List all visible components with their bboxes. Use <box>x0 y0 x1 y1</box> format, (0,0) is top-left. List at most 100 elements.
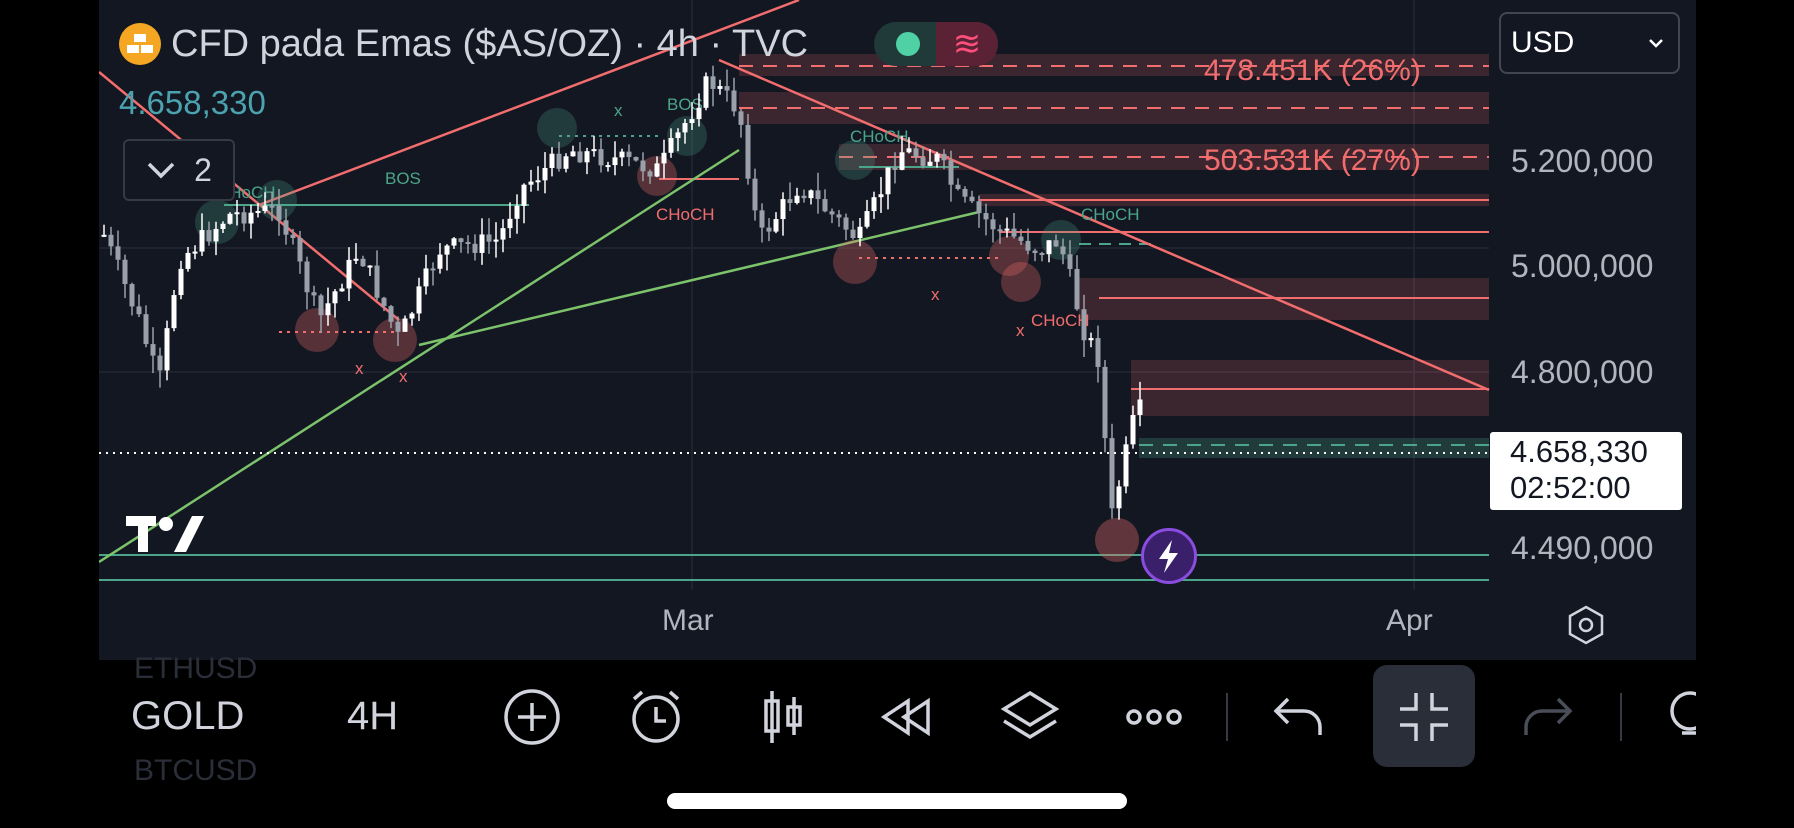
more-icon[interactable] <box>1124 687 1184 747</box>
candle-body <box>1004 228 1010 231</box>
structure-label-11: x <box>1016 321 1025 340</box>
symbol-button[interactable]: GOLD <box>131 694 245 738</box>
candle-body <box>514 205 520 219</box>
structure-label-4: CHoCH <box>656 205 715 224</box>
currency-select[interactable]: USD <box>1499 12 1680 74</box>
candle-body <box>206 230 212 242</box>
candle-body <box>318 295 324 316</box>
candle-body <box>423 268 429 287</box>
indicators-icon[interactable] <box>752 687 812 747</box>
current-price-value: 4.658,330 <box>1510 434 1648 469</box>
trend-lines <box>99 0 1490 564</box>
price-chart[interactable]: CHoCH BOS BOS x CHoCH CHoCH x CHoCH CHoC… <box>99 0 1696 660</box>
candle-body <box>941 153 947 161</box>
candle-body <box>808 190 814 199</box>
candle-body <box>766 227 772 232</box>
alert-clock-icon[interactable] <box>626 687 686 747</box>
candle-body <box>367 265 373 268</box>
candle-body <box>262 205 268 212</box>
candle-body <box>640 160 646 172</box>
candle-body <box>570 151 576 157</box>
structure-label-5: CHoCH <box>850 127 909 146</box>
candle-body <box>311 292 317 296</box>
candle-body <box>437 254 443 269</box>
candle-body <box>584 151 590 163</box>
candle-body <box>1137 399 1143 415</box>
home-indicator <box>667 793 1127 809</box>
fullscreen-exit-icon[interactable] <box>1394 687 1454 747</box>
candle-body <box>150 344 156 356</box>
candle-body <box>374 265 380 298</box>
candle-body <box>1081 309 1087 341</box>
candle-body <box>563 156 569 169</box>
time-axis-tick: Apr <box>1386 604 1433 637</box>
chart-panel[interactable]: CHoCH BOS BOS x CHoCH CHoCH x CHoCH CHoC… <box>99 0 1696 660</box>
lightbulb-icon[interactable] <box>1660 687 1696 747</box>
candle-body <box>654 163 660 177</box>
candle-body <box>682 123 688 133</box>
candle-body <box>969 196 975 202</box>
candle-body <box>381 297 387 307</box>
candle-body <box>815 190 821 200</box>
fullscreen-exit-button[interactable] <box>1373 665 1475 767</box>
candle-body <box>577 151 583 163</box>
indicators-collapse-button[interactable]: 2 <box>123 139 235 201</box>
candle-body <box>696 107 702 120</box>
candle-body <box>1060 246 1066 255</box>
redo-icon[interactable] <box>1518 687 1578 747</box>
structure-label-10: x <box>399 367 408 386</box>
candle-body <box>157 355 163 371</box>
candle-body <box>276 205 282 221</box>
watchlist-ghost-symbol: ETHUSD <box>134 652 258 685</box>
candle-body <box>1088 338 1094 341</box>
candle-body <box>605 165 611 168</box>
candle-body <box>1123 444 1129 487</box>
structure-label-8: CHoCH <box>1031 311 1090 330</box>
candle-body <box>283 220 289 235</box>
undo-icon[interactable] <box>1268 687 1328 747</box>
candle-body <box>101 234 107 237</box>
market-open-icon <box>896 32 920 56</box>
candle-body <box>794 195 800 203</box>
candle-body <box>1116 486 1122 509</box>
add-icon[interactable] <box>502 687 562 747</box>
candle-body <box>143 314 149 345</box>
candle-body <box>1095 338 1101 367</box>
symbol-header[interactable]: CFD pada Emas ($AS/OZ) · 4h · TVC <box>119 20 808 68</box>
candle-body <box>710 76 716 89</box>
settings-icon[interactable] <box>1565 604 1607 646</box>
market-status-pill[interactable]: ≋ <box>874 22 998 66</box>
structure-label-2: BOS <box>667 95 703 114</box>
replay-icon[interactable] <box>876 687 936 747</box>
candle-body <box>241 212 247 224</box>
price-axis-tick: 5.200,000 <box>1511 143 1654 179</box>
candle-body <box>899 152 905 170</box>
candle-body <box>857 226 863 239</box>
candle-body <box>115 246 121 260</box>
lightning-icon[interactable] <box>1141 528 1197 584</box>
candle-body <box>976 201 982 214</box>
candle-body <box>479 234 485 253</box>
toolbar-separator <box>1620 693 1622 741</box>
candle-body <box>129 284 135 307</box>
time-axis-tick: Mar <box>662 604 714 637</box>
symbol-title: CFD pada Emas ($AS/OZ) · 4h · TVC <box>171 22 809 65</box>
candle-body <box>612 157 618 166</box>
candle-body <box>1025 240 1031 251</box>
bar-countdown: 02:52:00 <box>1510 470 1631 505</box>
layers-icon[interactable] <box>1000 687 1060 747</box>
candle-body <box>822 199 828 212</box>
candle-body <box>955 184 961 189</box>
price-axis-tick: 4.800,000 <box>1511 354 1654 390</box>
candle-body <box>1046 240 1052 255</box>
candle-body <box>500 228 506 240</box>
header-last-price: 4.658,330 <box>119 84 266 121</box>
candle-body <box>549 153 555 168</box>
interval-button[interactable]: 4H <box>347 694 399 738</box>
candle-body <box>493 239 499 242</box>
candle-body <box>647 171 653 177</box>
candle-body <box>353 258 359 261</box>
candle-body <box>325 303 331 316</box>
candles <box>101 65 1143 520</box>
resistance-lines <box>279 65 1489 390</box>
